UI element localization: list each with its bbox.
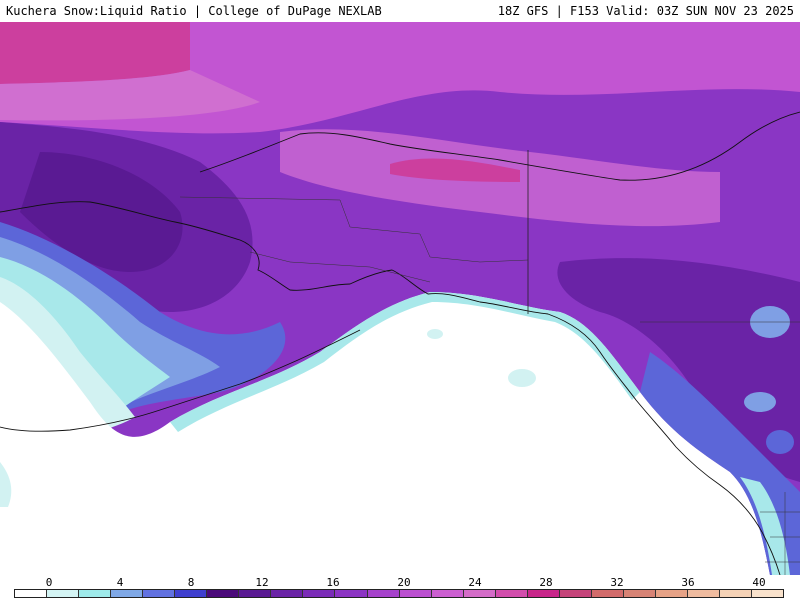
legend-swatch (591, 590, 624, 597)
legend-swatch (495, 590, 528, 597)
map-title: Kuchera Snow:Liquid Ratio | College of D… (6, 4, 382, 18)
legend-tick-label: 40 (752, 576, 766, 589)
legend-swatch (175, 590, 208, 597)
title-bar: Kuchera Snow:Liquid Ratio | College of D… (0, 0, 800, 22)
legend-tick-label: 16 (326, 576, 340, 589)
legend-tick-label: 36 (681, 576, 695, 589)
legend-tick-label: 4 (116, 576, 124, 589)
contour-pink-band (0, 70, 260, 121)
legend-swatch (143, 590, 176, 597)
legend-tick-label: 0 (45, 576, 53, 589)
legend-swatch (15, 590, 48, 597)
contour-blue-panhandle (640, 352, 800, 575)
legend-swatch (367, 590, 400, 597)
contour-cyan-panhandle (740, 477, 790, 575)
interior-lines (179, 196, 529, 283)
legend-swatch (752, 590, 784, 597)
color-legend: 0 4 8 12 16 20 24 28 32 36 40 (0, 575, 800, 600)
blue-patch-east-2 (744, 392, 776, 412)
legend-tick-label: 12 (255, 576, 269, 589)
legend-tick-label: 28 (539, 576, 553, 589)
cyan-patch-gulf-2 (427, 329, 443, 339)
legend-tick-label: 20 (397, 576, 411, 589)
legend-swatch (463, 590, 496, 597)
legend-swatch (335, 590, 368, 597)
aleutian-chain (0, 329, 361, 432)
legend-swatch (527, 590, 560, 597)
legend-swatch (655, 590, 688, 597)
legend-swatch (687, 590, 721, 597)
contour-deepviolet-inner (20, 152, 183, 272)
cyan-patch-gulf (508, 369, 536, 387)
contour-lightcyan-sw (0, 462, 12, 507)
legend-swatch (431, 590, 464, 597)
arctic-coastline (199, 111, 800, 181)
legend-swatch (559, 590, 592, 597)
legend-swatch (47, 590, 80, 597)
legend-swatch (111, 590, 144, 597)
legend-swatch (271, 590, 304, 597)
legend-swatch (303, 590, 336, 597)
contour-deepviolet-east (557, 258, 800, 482)
legend-ticks: 0 4 8 12 16 20 24 28 32 36 40 (14, 575, 798, 589)
us-state-lines (760, 492, 800, 575)
blue-patch-east-3 (766, 430, 794, 454)
map-panel (0, 22, 800, 575)
contour-hotpink-central (390, 158, 520, 182)
snow-ratio-map (0, 22, 800, 575)
legend-tick-label: 8 (187, 576, 195, 589)
legend-tick-label: 32 (610, 576, 624, 589)
legend-tick-label: 24 (468, 576, 482, 589)
legend-swatch (207, 590, 240, 597)
legend-color-bar (14, 589, 784, 598)
contour-hotpink-nw (0, 22, 190, 84)
legend-swatch (399, 590, 432, 597)
coastline (0, 201, 781, 575)
model-run-info: 18Z GFS | F153 Valid: 03Z SUN NOV 23 202… (497, 4, 794, 18)
ocean-gulf (0, 292, 770, 575)
legend-swatch (720, 590, 753, 597)
legend-swatch (239, 590, 272, 597)
legend-swatch (79, 590, 112, 597)
legend-swatch (623, 590, 656, 597)
